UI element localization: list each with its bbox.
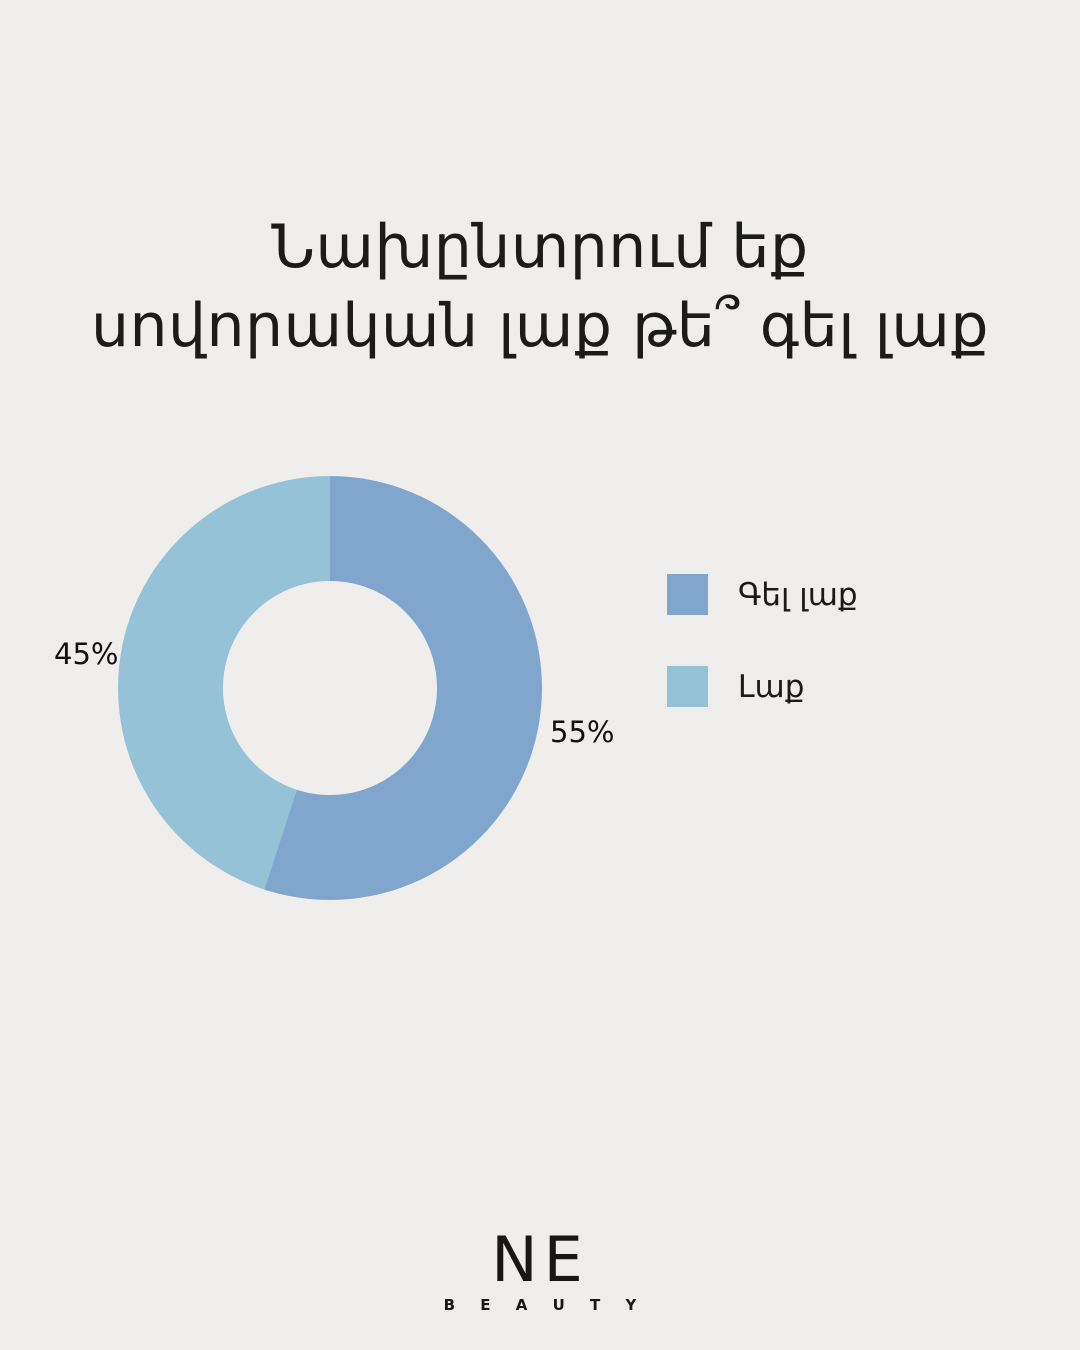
legend-item-laq: Լաք (667, 666, 858, 707)
brand-logo: NE B E A U T Y (0, 1223, 1080, 1315)
logo-subtext: B E A U T Y (443, 1296, 647, 1314)
legend-label-gel-laq: Գել լաք (738, 576, 858, 613)
logo-wordmark: NE (491, 1223, 589, 1296)
chart-title: Նախընտրում եք սովորական լաք թե՞ գել լաք (0, 208, 1080, 366)
legend-item-gel-laq: Գել լաք (667, 574, 858, 615)
chart-title-line-1: Նախընտրում եք (271, 212, 809, 282)
legend: Գել լաք Լաք (667, 574, 858, 707)
donut-ring (118, 476, 542, 900)
slice-label-gel-55: 55% (550, 715, 615, 749)
legend-label-laq: Լաք (738, 668, 805, 705)
legend-swatch-laq (667, 666, 708, 707)
slice-label-laq-45: 45% (54, 637, 119, 671)
donut-chart: 45% 55% Գել լաք Լաք (0, 420, 1080, 980)
donut-hole (223, 581, 437, 795)
chart-title-line-2: սովորական լաք թե՞ գել լաք (90, 291, 990, 361)
legend-swatch-gel-laq (667, 574, 708, 615)
